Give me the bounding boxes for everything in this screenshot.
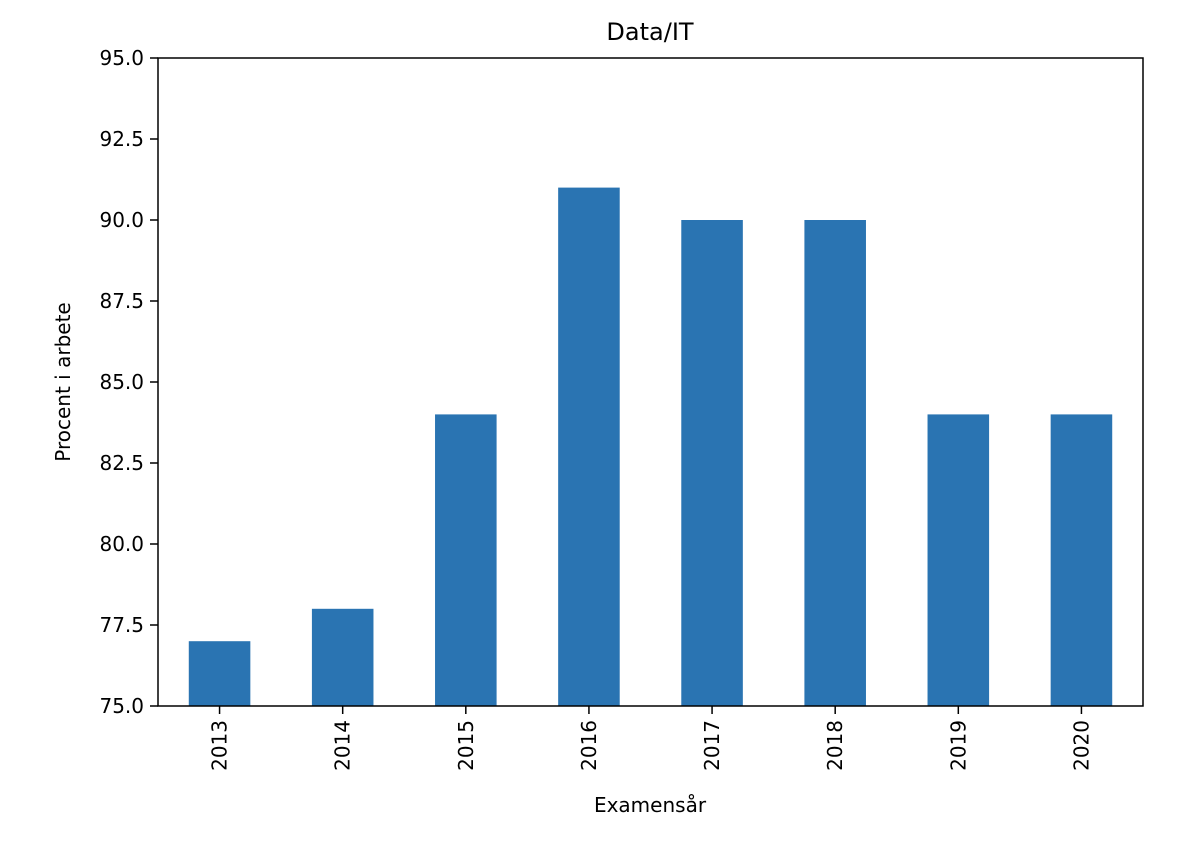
- x-tick-label-2020: 2020: [1069, 720, 1093, 771]
- y-tick-label-87.5: 87.5: [99, 289, 144, 313]
- x-axis: 2013 2014 2015 2016 2017 2018 2019 2020: [208, 706, 1093, 771]
- bar-2018: [804, 220, 866, 706]
- y-axis: 75.0 77.5 80.0 82.5 85.0 87.5 90.0 92.5 95.0: [99, 46, 158, 718]
- bar-2014: [311, 608, 374, 706]
- y-tick-label-77.5: 77.5: [99, 613, 144, 637]
- y-axis-label: Procent i arbete: [51, 302, 75, 461]
- bar-2015: [435, 414, 497, 706]
- chart-title: Data/IT: [606, 18, 693, 46]
- x-tick-label-2017: 2017: [700, 720, 724, 771]
- y-tick-label-90.0: 90.0: [99, 208, 144, 232]
- plot-frame: [157, 57, 1144, 707]
- bar-2020: [1050, 414, 1113, 706]
- x-tick-label-2013: 2013: [208, 720, 232, 771]
- x-tick-label-2019: 2019: [946, 720, 970, 771]
- y-tick-label-75.0: 75.0: [99, 694, 144, 718]
- bar-2019: [927, 414, 990, 706]
- x-tick-label-2014: 2014: [331, 720, 355, 771]
- x-tick-label-2018: 2018: [823, 720, 847, 771]
- bar-2016: [558, 187, 620, 707]
- bars-group: [188, 187, 1113, 707]
- x-axis-label: Examensår: [594, 793, 707, 817]
- x-tick-label-2016: 2016: [577, 720, 601, 771]
- y-tick-label-95.0: 95.0: [99, 46, 144, 70]
- x-tick-label-2015: 2015: [454, 720, 478, 771]
- bar-2017: [681, 220, 743, 706]
- y-tick-label-85.0: 85.0: [99, 370, 144, 394]
- y-tick-label-82.5: 82.5: [99, 451, 144, 475]
- bar-2013: [188, 641, 251, 706]
- y-tick-label-80.0: 80.0: [99, 532, 144, 556]
- y-tick-label-92.5: 92.5: [99, 127, 144, 151]
